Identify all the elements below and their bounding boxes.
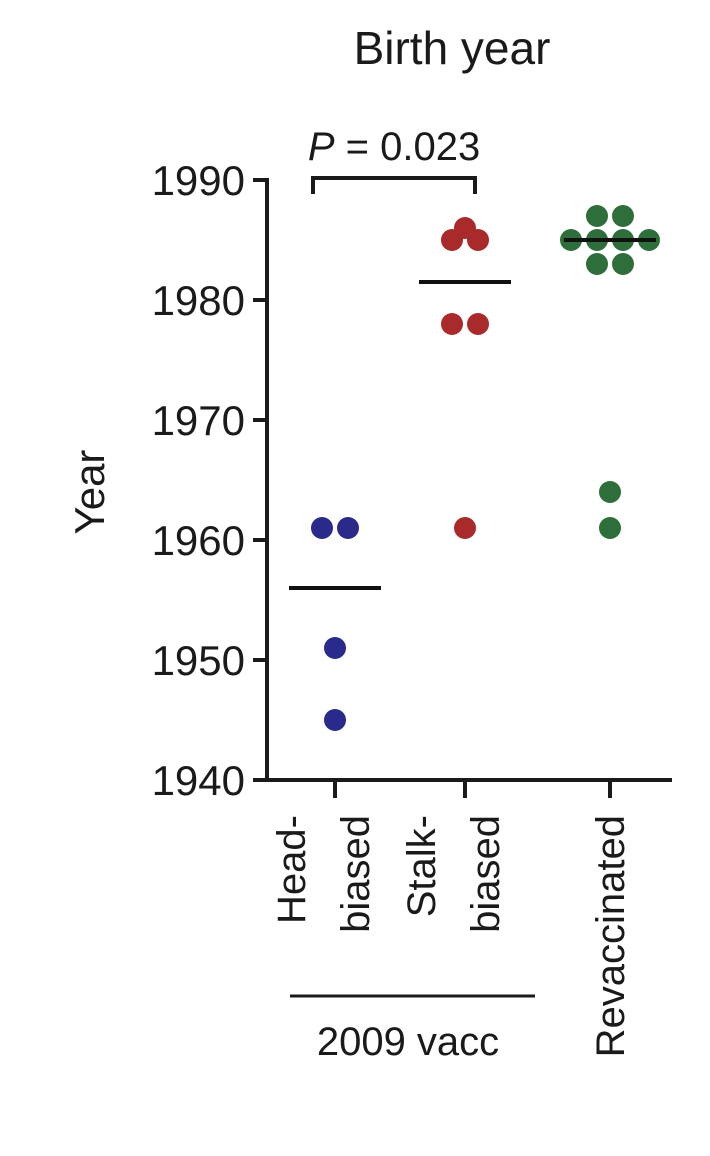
group-label: 2009 vacc: [317, 1020, 499, 1064]
data-point: [586, 253, 608, 275]
data-point: [467, 313, 489, 335]
y-axis-label: Year: [66, 450, 113, 535]
x-category-label: biased: [464, 815, 508, 933]
data-point: [586, 205, 608, 227]
data-point: [337, 517, 359, 539]
data-point: [612, 253, 634, 275]
p-value-label: P = 0.023: [308, 125, 480, 169]
x-axis-categories: Head-biased Stalk-biased Revaccinated: [270, 780, 633, 1057]
y-tick-label: 1980: [152, 277, 245, 324]
y-tick-label: 1950: [152, 637, 245, 684]
data-point: [441, 313, 463, 335]
data-point: [324, 709, 346, 731]
data-marks: [289, 205, 660, 731]
y-tick-label: 1970: [152, 397, 245, 444]
y-axis-ticks: 1940 1950 1960 1970 1980 1990: [152, 157, 267, 804]
x-category-label: Head-: [270, 815, 314, 924]
x-category-label: Stalk-: [400, 815, 444, 917]
y-tick-label: 1940: [152, 757, 245, 804]
data-point: [599, 517, 621, 539]
data-point: [324, 637, 346, 659]
y-tick-label: 1990: [152, 157, 245, 204]
data-point: [612, 205, 634, 227]
bracket-line: [311, 176, 477, 194]
data-point: [454, 217, 476, 239]
significance-bracket: P = 0.023: [308, 125, 480, 194]
y-tick-label: 1960: [152, 517, 245, 564]
x-category-label: Revaccinated: [589, 815, 633, 1057]
chart-title: Birth year: [354, 22, 551, 74]
x-category-label: biased: [334, 815, 378, 933]
data-point: [454, 517, 476, 539]
p-value: = 0.023: [335, 125, 481, 169]
p-symbol: P: [308, 125, 335, 169]
data-point: [599, 481, 621, 503]
data-point: [311, 517, 333, 539]
